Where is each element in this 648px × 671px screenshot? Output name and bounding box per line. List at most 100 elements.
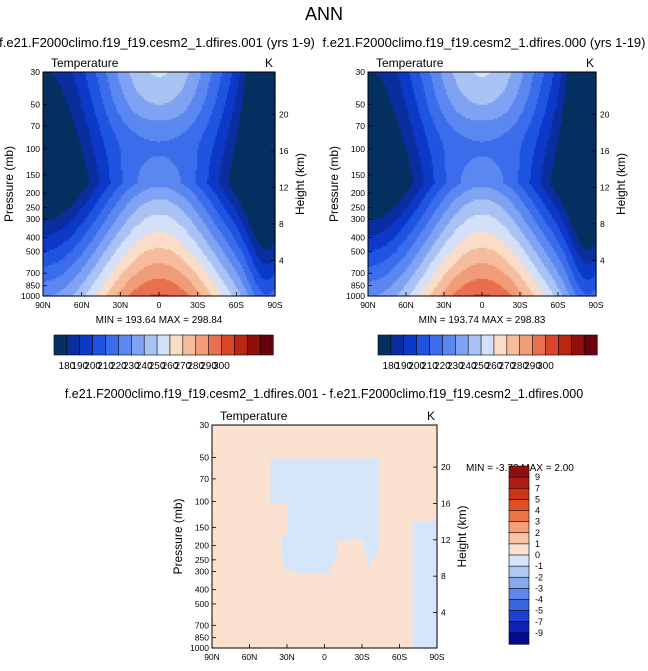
contour-cell — [400, 275, 413, 278]
contour-cell — [418, 206, 429, 209]
contour-cell — [438, 237, 451, 240]
contour-cell — [235, 252, 245, 256]
contour-cell — [270, 482, 380, 486]
contour-cell — [105, 149, 122, 152]
contour-cell — [384, 259, 402, 263]
contour-cell — [43, 84, 61, 87]
contour-cell — [428, 108, 441, 111]
contour-cell — [140, 283, 178, 287]
contour-cell — [213, 146, 226, 149]
contour-cell — [198, 80, 211, 83]
contour-cell — [101, 271, 112, 275]
contour-cell — [460, 178, 504, 182]
contour-cell — [139, 270, 180, 273]
contour-cell — [124, 285, 140, 288]
contour-cell — [173, 137, 203, 140]
colorbar-label: 240 — [460, 361, 477, 372]
contour-cell — [373, 558, 414, 562]
contour-cell — [104, 142, 120, 145]
contour-cell — [107, 159, 122, 163]
contour-cell — [503, 113, 522, 116]
contour-cell — [217, 285, 228, 288]
contour-cell — [110, 123, 127, 127]
colorbar-label: -1 — [535, 561, 543, 571]
contour-cell — [182, 89, 197, 92]
contour-cell — [77, 90, 90, 94]
contour-cell — [542, 199, 553, 202]
contour-cell — [556, 252, 566, 256]
y-tick-label: 500 — [195, 599, 209, 609]
contour-cell — [581, 259, 595, 263]
contour-cell — [378, 484, 438, 487]
y-tick-label: 30 — [31, 67, 41, 77]
contour-cell — [99, 85, 110, 89]
contour-cell — [243, 270, 251, 273]
contour-cell — [165, 263, 188, 266]
contour-cell — [147, 201, 172, 204]
contour-cell — [426, 135, 441, 139]
contour-cell — [447, 223, 464, 226]
contour-cell — [578, 254, 597, 257]
contour-cell — [91, 240, 102, 244]
contour-cell — [132, 78, 187, 82]
contour-cell — [104, 221, 115, 225]
contour-cell — [115, 280, 129, 283]
contour-cell — [43, 228, 62, 232]
contour-cell — [390, 99, 407, 102]
contour-cell — [236, 135, 276, 139]
contour-cell — [192, 282, 205, 285]
contour-cell — [415, 194, 426, 197]
contour-cell — [547, 101, 558, 104]
contour-cell — [130, 277, 188, 280]
contour-cell — [408, 159, 421, 163]
contour-cell — [540, 178, 551, 182]
contour-cell — [382, 80, 400, 83]
contour-cell — [530, 197, 542, 201]
contour-cell — [517, 173, 532, 176]
contour-cell — [446, 92, 464, 95]
contour-cell — [212, 484, 271, 487]
contour-cell — [197, 116, 211, 120]
colorbar-label: 2 — [535, 528, 540, 538]
contour-cell — [553, 233, 563, 237]
x-tick-label: 30S — [512, 300, 527, 310]
contour-cell — [527, 254, 538, 257]
contour-cell — [439, 202, 452, 206]
contour-cell — [387, 90, 403, 94]
contour-cell — [220, 277, 231, 280]
contour-cell — [452, 72, 475, 75]
contour-cell — [47, 264, 72, 268]
contour-cell — [109, 82, 120, 85]
contour-cell — [97, 77, 109, 80]
contour-cell — [283, 555, 337, 558]
y-tick-label: 150 — [195, 522, 209, 532]
contour-cell — [425, 256, 436, 259]
contour-cell — [407, 251, 420, 254]
contour-cell — [459, 132, 506, 135]
contour-cell — [195, 180, 208, 183]
contour-cell — [77, 227, 90, 230]
contour-cell — [117, 139, 150, 142]
contour-cell — [514, 206, 527, 209]
contour-cell — [43, 101, 67, 104]
contour-cell — [72, 278, 87, 282]
contour-cell — [560, 228, 568, 232]
contour-cell — [76, 215, 89, 218]
contour-cell — [43, 87, 62, 90]
contour-cell — [410, 247, 421, 251]
contour-cell — [555, 282, 565, 285]
contour-cell — [530, 171, 543, 175]
contour-cell — [425, 130, 439, 133]
contour-cell — [235, 147, 276, 151]
contour-cell — [205, 194, 218, 197]
contour-cell — [511, 233, 525, 237]
contour-cell — [135, 273, 183, 276]
contour-cell — [368, 215, 385, 218]
y-tick-label: 50 — [200, 452, 210, 462]
contour-cell — [212, 497, 271, 500]
contour-cell — [102, 135, 117, 139]
contour-cell — [283, 560, 335, 564]
contour-cell — [212, 571, 297, 575]
contour-cell — [287, 517, 380, 521]
contour-cell — [517, 287, 530, 290]
